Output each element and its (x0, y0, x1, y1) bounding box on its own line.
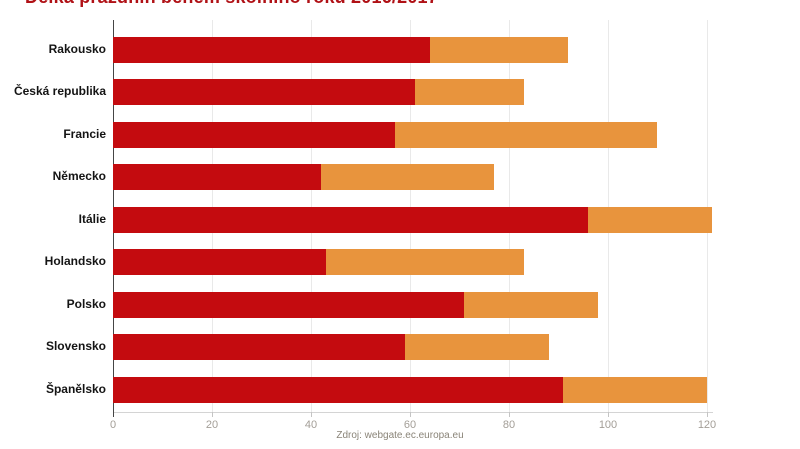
category-label-8: Španělsko (45, 381, 106, 396)
x-axis-tick-label-60: 60 (403, 419, 417, 431)
x-axis-tick-20 (212, 412, 213, 417)
bar-segment-red-1 (113, 79, 415, 106)
x-axis-line (113, 412, 713, 413)
bar-segment-orange-1 (414, 79, 524, 106)
source-note: Zdroj: webgate.ec.europa.eu (336, 430, 464, 441)
category-label-1: Česká republika (13, 84, 106, 99)
x-axis-tick-label-20: 20 (205, 419, 219, 431)
bar-segment-orange-4 (588, 206, 712, 233)
category-label-0: Rakousko (48, 42, 106, 56)
bar-segment-red-0 (113, 37, 430, 63)
x-axis-tick-label-120: 120 (697, 419, 717, 431)
bar-segment-orange-2 (395, 121, 658, 148)
bar-segment-orange-3 (320, 164, 495, 191)
x-axis-tick-0 (113, 412, 114, 417)
category-label-7: Slovensko (45, 339, 106, 354)
x-axis-tick-label-100: 100 (598, 419, 618, 431)
x-axis-tick-label-80: 80 (502, 419, 516, 431)
bar-segment-red-5 (113, 249, 326, 276)
bar-segment-red-6 (113, 291, 465, 318)
x-axis-tick-label-40: 40 (304, 419, 318, 431)
category-label-3: Německo (52, 169, 106, 184)
category-label-5: Holandsko (44, 254, 106, 269)
bar-segment-red-8 (113, 376, 564, 403)
bar-segment-orange-5 (325, 249, 524, 276)
bar-segment-orange-8 (563, 376, 707, 403)
x-axis-tick-label-0: 0 (109, 419, 117, 431)
bar-segment-red-2 (113, 121, 396, 148)
category-label-6: Polsko (66, 296, 106, 311)
bar-segment-red-4 (113, 206, 589, 233)
chart-title: Délka prázdnin během školního roku 2016/… (25, 0, 438, 8)
category-label-2: Francie (63, 126, 106, 141)
x-axis-tick-100 (608, 412, 609, 417)
x-axis-tick-40 (311, 412, 312, 417)
bar-segment-orange-6 (464, 291, 599, 318)
bar-segment-orange-7 (405, 334, 549, 361)
bar-segment-orange-0 (429, 37, 569, 63)
category-label-4: Itálie (78, 211, 106, 226)
x-axis-tick-80 (509, 412, 510, 417)
bar-segment-red-7 (113, 334, 406, 361)
bar-segment-red-3 (113, 164, 321, 191)
x-axis-tick-120 (707, 412, 708, 417)
x-axis-tick-60 (410, 412, 411, 417)
plot-area (113, 20, 773, 412)
